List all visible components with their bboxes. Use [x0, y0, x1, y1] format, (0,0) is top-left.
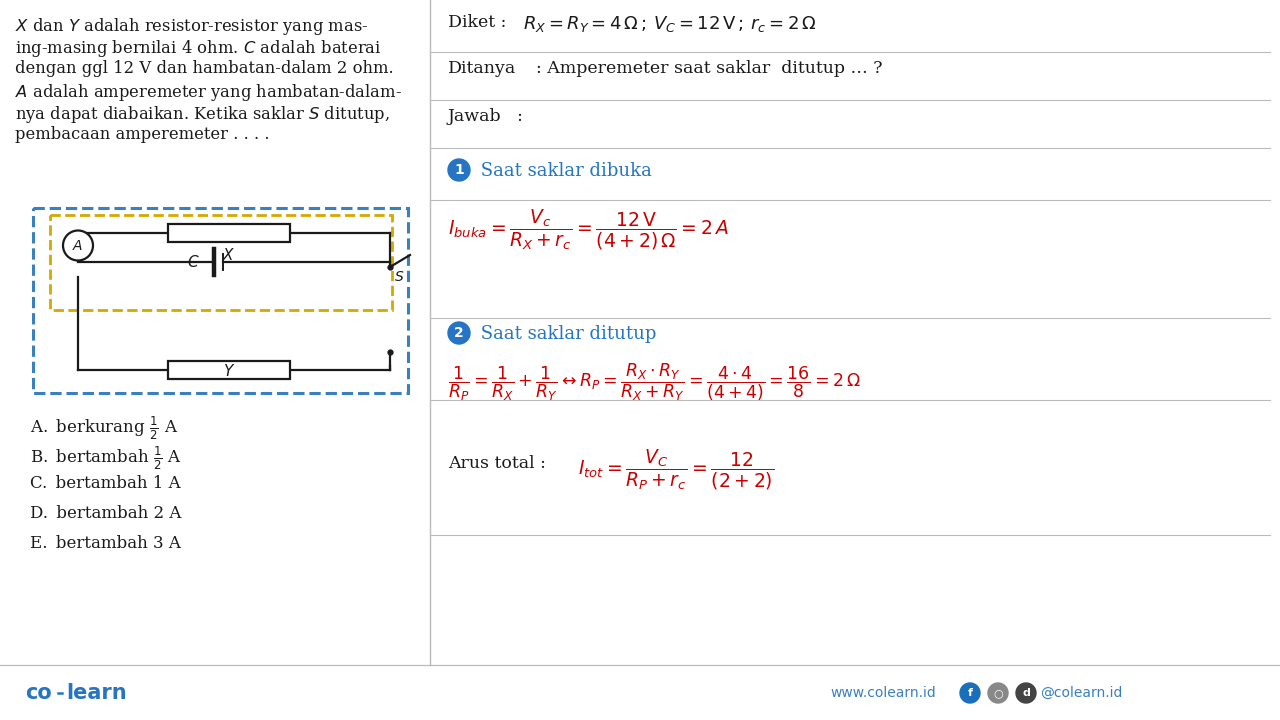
Text: $X$: $X$ — [223, 247, 236, 263]
Text: $\dfrac{1}{R_P} = \dfrac{1}{R_X} + \dfrac{1}{R_Y} \leftrightarrow R_P = \dfrac{R: $\dfrac{1}{R_P} = \dfrac{1}{R_X} + \dfra… — [448, 362, 861, 403]
Text: Jawab   :: Jawab : — [448, 108, 524, 125]
Text: $Y$: $Y$ — [223, 363, 236, 379]
Text: B. bertambah $\frac{1}{2}$ A: B. bertambah $\frac{1}{2}$ A — [29, 445, 182, 472]
Text: 1: 1 — [454, 163, 463, 177]
Text: $C$: $C$ — [187, 254, 200, 270]
Text: dengan ggl 12 V dan hambatan-dalam 2 ohm.: dengan ggl 12 V dan hambatan-dalam 2 ohm… — [15, 60, 394, 77]
Text: 2: 2 — [454, 326, 463, 340]
Text: f: f — [968, 688, 973, 698]
Circle shape — [1016, 683, 1036, 703]
Text: d: d — [1021, 688, 1030, 698]
Text: A. berkurang $\frac{1}{2}$ A: A. berkurang $\frac{1}{2}$ A — [29, 415, 178, 442]
Bar — [168, 224, 291, 242]
Text: co: co — [26, 683, 51, 703]
Text: C. bertambah 1 A: C. bertambah 1 A — [29, 475, 180, 492]
Text: $I_{tot} = \dfrac{V_C}{R_P + r_c} = \dfrac{12}{(2+2)}$: $I_{tot} = \dfrac{V_C}{R_P + r_c} = \dfr… — [579, 448, 774, 492]
Text: $I_{buka} = \dfrac{V_c}{R_X + r_c} = \dfrac{12\,\mathrm{V}}{(4+2)\,\Omega} = 2\,: $I_{buka} = \dfrac{V_c}{R_X + r_c} = \df… — [448, 208, 728, 252]
Text: $X$ dan $Y$ adalah resistor-resistor yang mas-: $X$ dan $Y$ adalah resistor-resistor yan… — [15, 16, 369, 37]
Text: @colearn.id: @colearn.id — [1039, 686, 1123, 700]
Text: pembacaan amperemeter . . . .: pembacaan amperemeter . . . . — [15, 126, 270, 143]
Text: Saat saklar ditutup: Saat saklar ditutup — [475, 325, 657, 343]
Text: Diket :: Diket : — [448, 14, 507, 31]
Circle shape — [960, 683, 980, 703]
Text: learn: learn — [67, 683, 127, 703]
Text: ing-masing bernilai 4 ohm. $C$ adalah baterai: ing-masing bernilai 4 ohm. $C$ adalah ba… — [15, 38, 381, 59]
Bar — [168, 361, 291, 379]
Text: $A$ adalah amperemeter yang hambatan-dalam-: $A$ adalah amperemeter yang hambatan-dal… — [15, 82, 402, 103]
Text: nya dapat diabaikan. Ketika saklar $S$ ditutup,: nya dapat diabaikan. Ketika saklar $S$ d… — [15, 104, 390, 125]
Text: Saat saklar dibuka: Saat saklar dibuka — [475, 162, 652, 180]
Text: ○: ○ — [993, 688, 1002, 698]
Text: www.colearn.id: www.colearn.id — [829, 686, 936, 700]
Circle shape — [988, 683, 1009, 703]
Text: D. bertambah 2 A: D. bertambah 2 A — [29, 505, 182, 522]
Bar — [50, 215, 392, 310]
Circle shape — [448, 322, 470, 344]
Text: $S$: $S$ — [394, 270, 404, 284]
Text: $A$: $A$ — [73, 238, 83, 253]
Bar — [33, 208, 408, 393]
Circle shape — [63, 230, 93, 261]
Text: $R_X = R_Y = 4\,\Omega\,;\,V_C = 12\,\mathrm{V}\,;\,r_c = 2\,\Omega$: $R_X = R_Y = 4\,\Omega\,;\,V_C = 12\,\ma… — [524, 14, 817, 34]
Text: Ditanya: Ditanya — [448, 60, 516, 77]
Circle shape — [448, 159, 470, 181]
Text: : Amperemeter saat saklar  ditutup … ?: : Amperemeter saat saklar ditutup … ? — [536, 60, 882, 77]
Text: E. bertambah 3 A: E. bertambah 3 A — [29, 535, 180, 552]
Text: Arus total :: Arus total : — [448, 455, 545, 472]
